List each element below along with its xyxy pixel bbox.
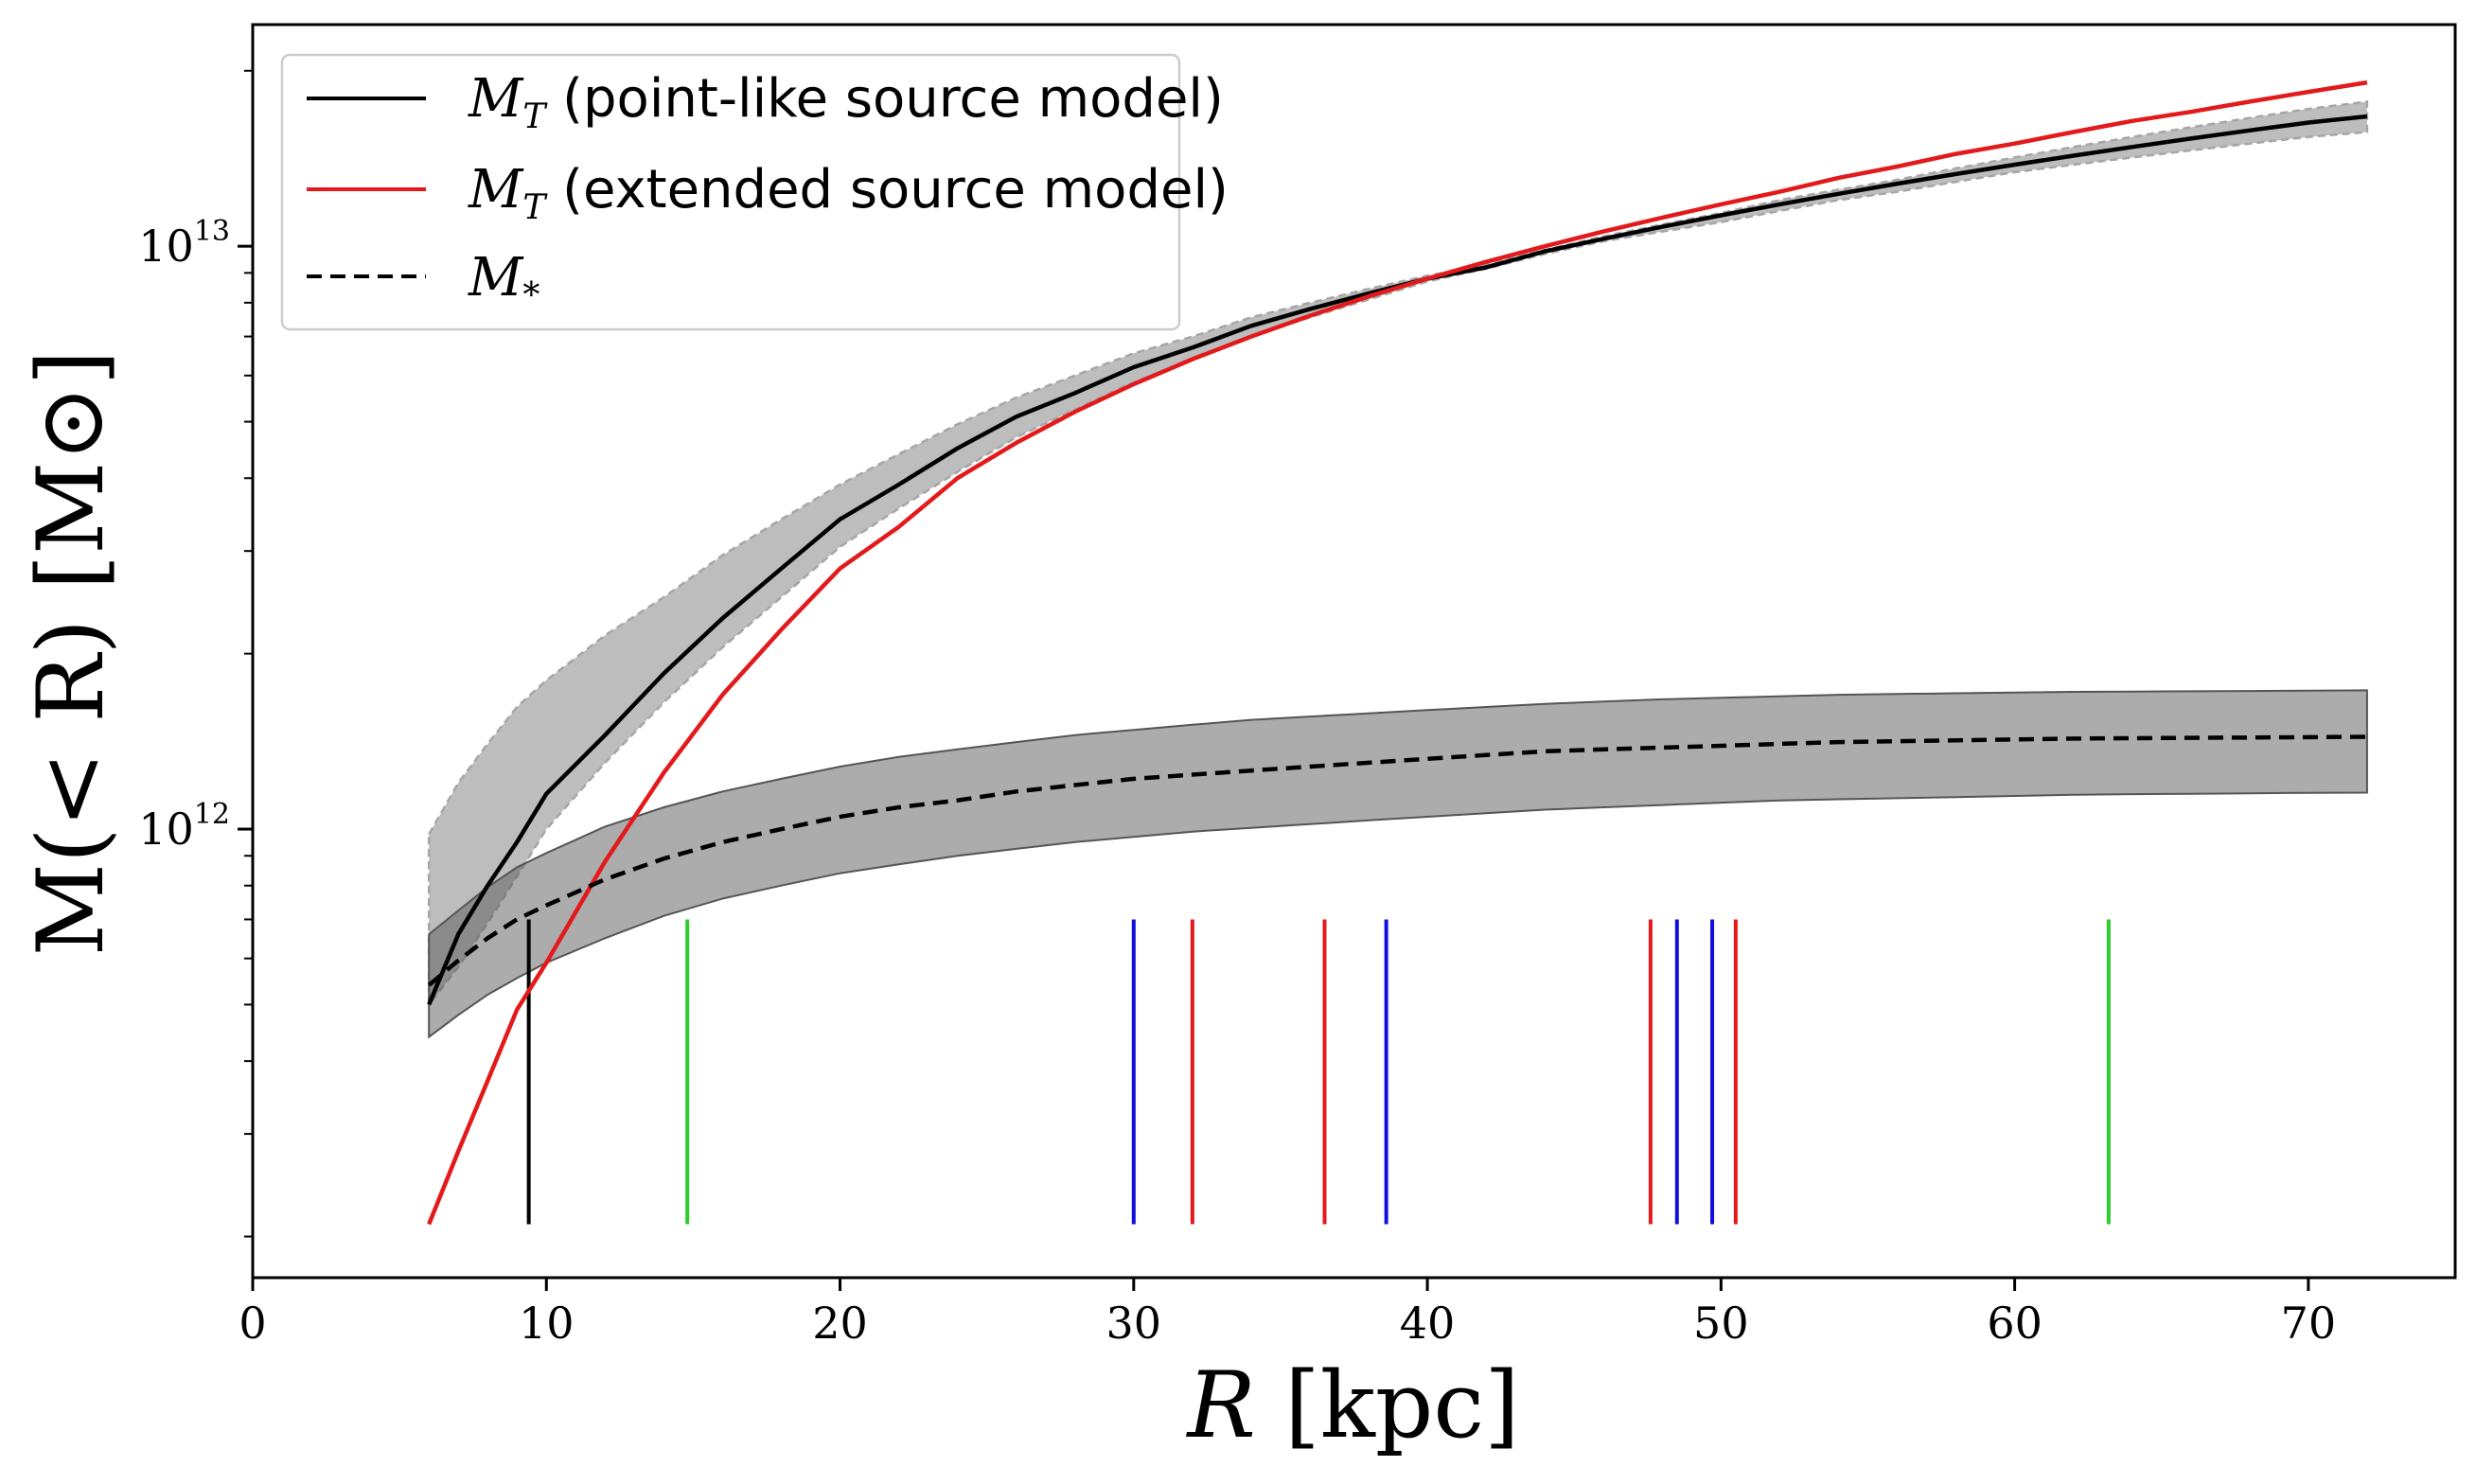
uncertainty-bands — [427, 99, 2369, 1039]
x-tick-label-60: 60 — [1987, 1298, 2043, 1349]
band-point-like — [427, 99, 2369, 1009]
legend-label-extended: MT (extended source model) — [468, 159, 1229, 227]
x-axis-label: R [kpc] — [1185, 1352, 1519, 1458]
legend-box — [280, 53, 1181, 331]
legend: MT (point-like source model) MT (extende… — [280, 53, 1229, 331]
x-tick-label-30: 30 — [1106, 1298, 1162, 1349]
series-lines — [427, 80, 2368, 1226]
y-axis-label: M(< R) [M⊙] — [18, 350, 124, 957]
x-tick-label-70: 70 — [2281, 1298, 2337, 1349]
x-tick-label-20: 20 — [812, 1298, 868, 1349]
x-axis-ticks: 0 10 20 30 40 50 60 70 — [239, 1278, 2336, 1349]
line-point-like — [427, 114, 2368, 1006]
y-axis-ticks: 1012 1013 — [138, 69, 253, 1238]
x-tick-label-40: 40 — [1400, 1298, 1456, 1349]
band-stellar — [428, 689, 2368, 1039]
legend-label-point-like: MT (point-like source model) — [468, 68, 1224, 136]
x-tick-label-10: 10 — [519, 1298, 575, 1349]
line-stellar — [427, 734, 2367, 987]
legend-label-stellar: M* — [468, 247, 539, 315]
y-tick-label-1e12: 1012 — [138, 798, 230, 855]
x-tick-label-50: 50 — [1693, 1298, 1749, 1349]
line-extended — [427, 80, 2368, 1226]
plot-frame — [251, 23, 2457, 1280]
y-tick-label-1e13: 1013 — [138, 215, 230, 272]
radius-markers — [526, 919, 2111, 1225]
x-tick-label-0: 0 — [239, 1298, 266, 1349]
